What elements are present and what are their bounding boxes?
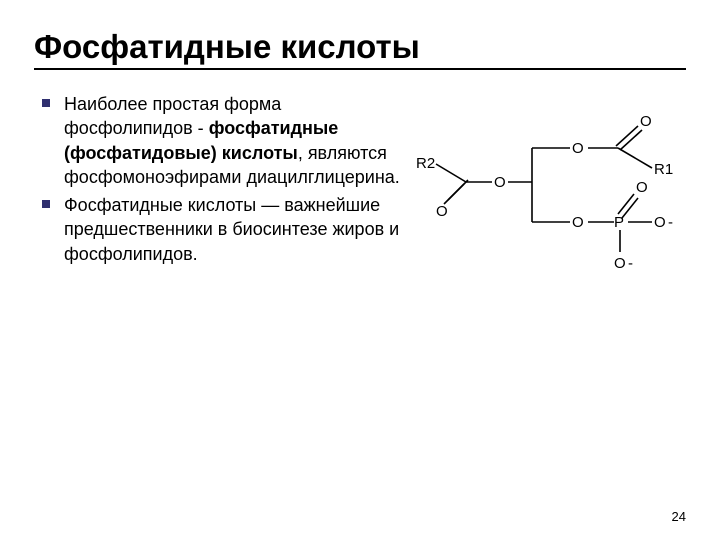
label-r1: R1 [654,161,673,178]
bullet-list: Наиболее простая форма фосфолипидов - фо… [34,92,408,270]
title-underline [34,68,686,70]
content-row: Наиболее простая форма фосфолипидов - фо… [34,92,686,305]
structure-svg: R2 R1 O O O O O P O O - O [416,110,686,300]
label-O: O [636,179,648,196]
label-O: O [572,140,584,157]
label-neg: - [628,255,633,272]
bullet-square-icon [42,99,50,107]
label-O: O [654,214,666,231]
label-O: O [494,174,506,191]
bullet-square-icon [42,200,50,208]
label-O: O [436,203,448,220]
bullet-text: Наиболее простая форма фосфолипидов - фо… [64,92,408,189]
label-P: P [614,214,624,231]
bullet-text: Фосфатидные кислоты — важнейшие предшест… [64,193,408,266]
label-r2: R2 [416,155,435,172]
list-item: Фосфатидные кислоты — важнейшие предшест… [42,193,408,266]
label-O: O [572,214,584,231]
slide-title: Фосфатидные кислоты [34,28,686,66]
chemical-structure-diagram: R2 R1 O O O O O P O O - O [408,92,686,305]
label-neg: - [668,214,673,231]
page-number: 24 [672,509,686,524]
label-O: O [640,113,652,130]
list-item: Наиболее простая форма фосфолипидов - фо… [42,92,408,189]
label-O: O [614,255,626,272]
bullet-plain: Фосфатидные кислоты — важнейшие предшест… [64,195,399,264]
